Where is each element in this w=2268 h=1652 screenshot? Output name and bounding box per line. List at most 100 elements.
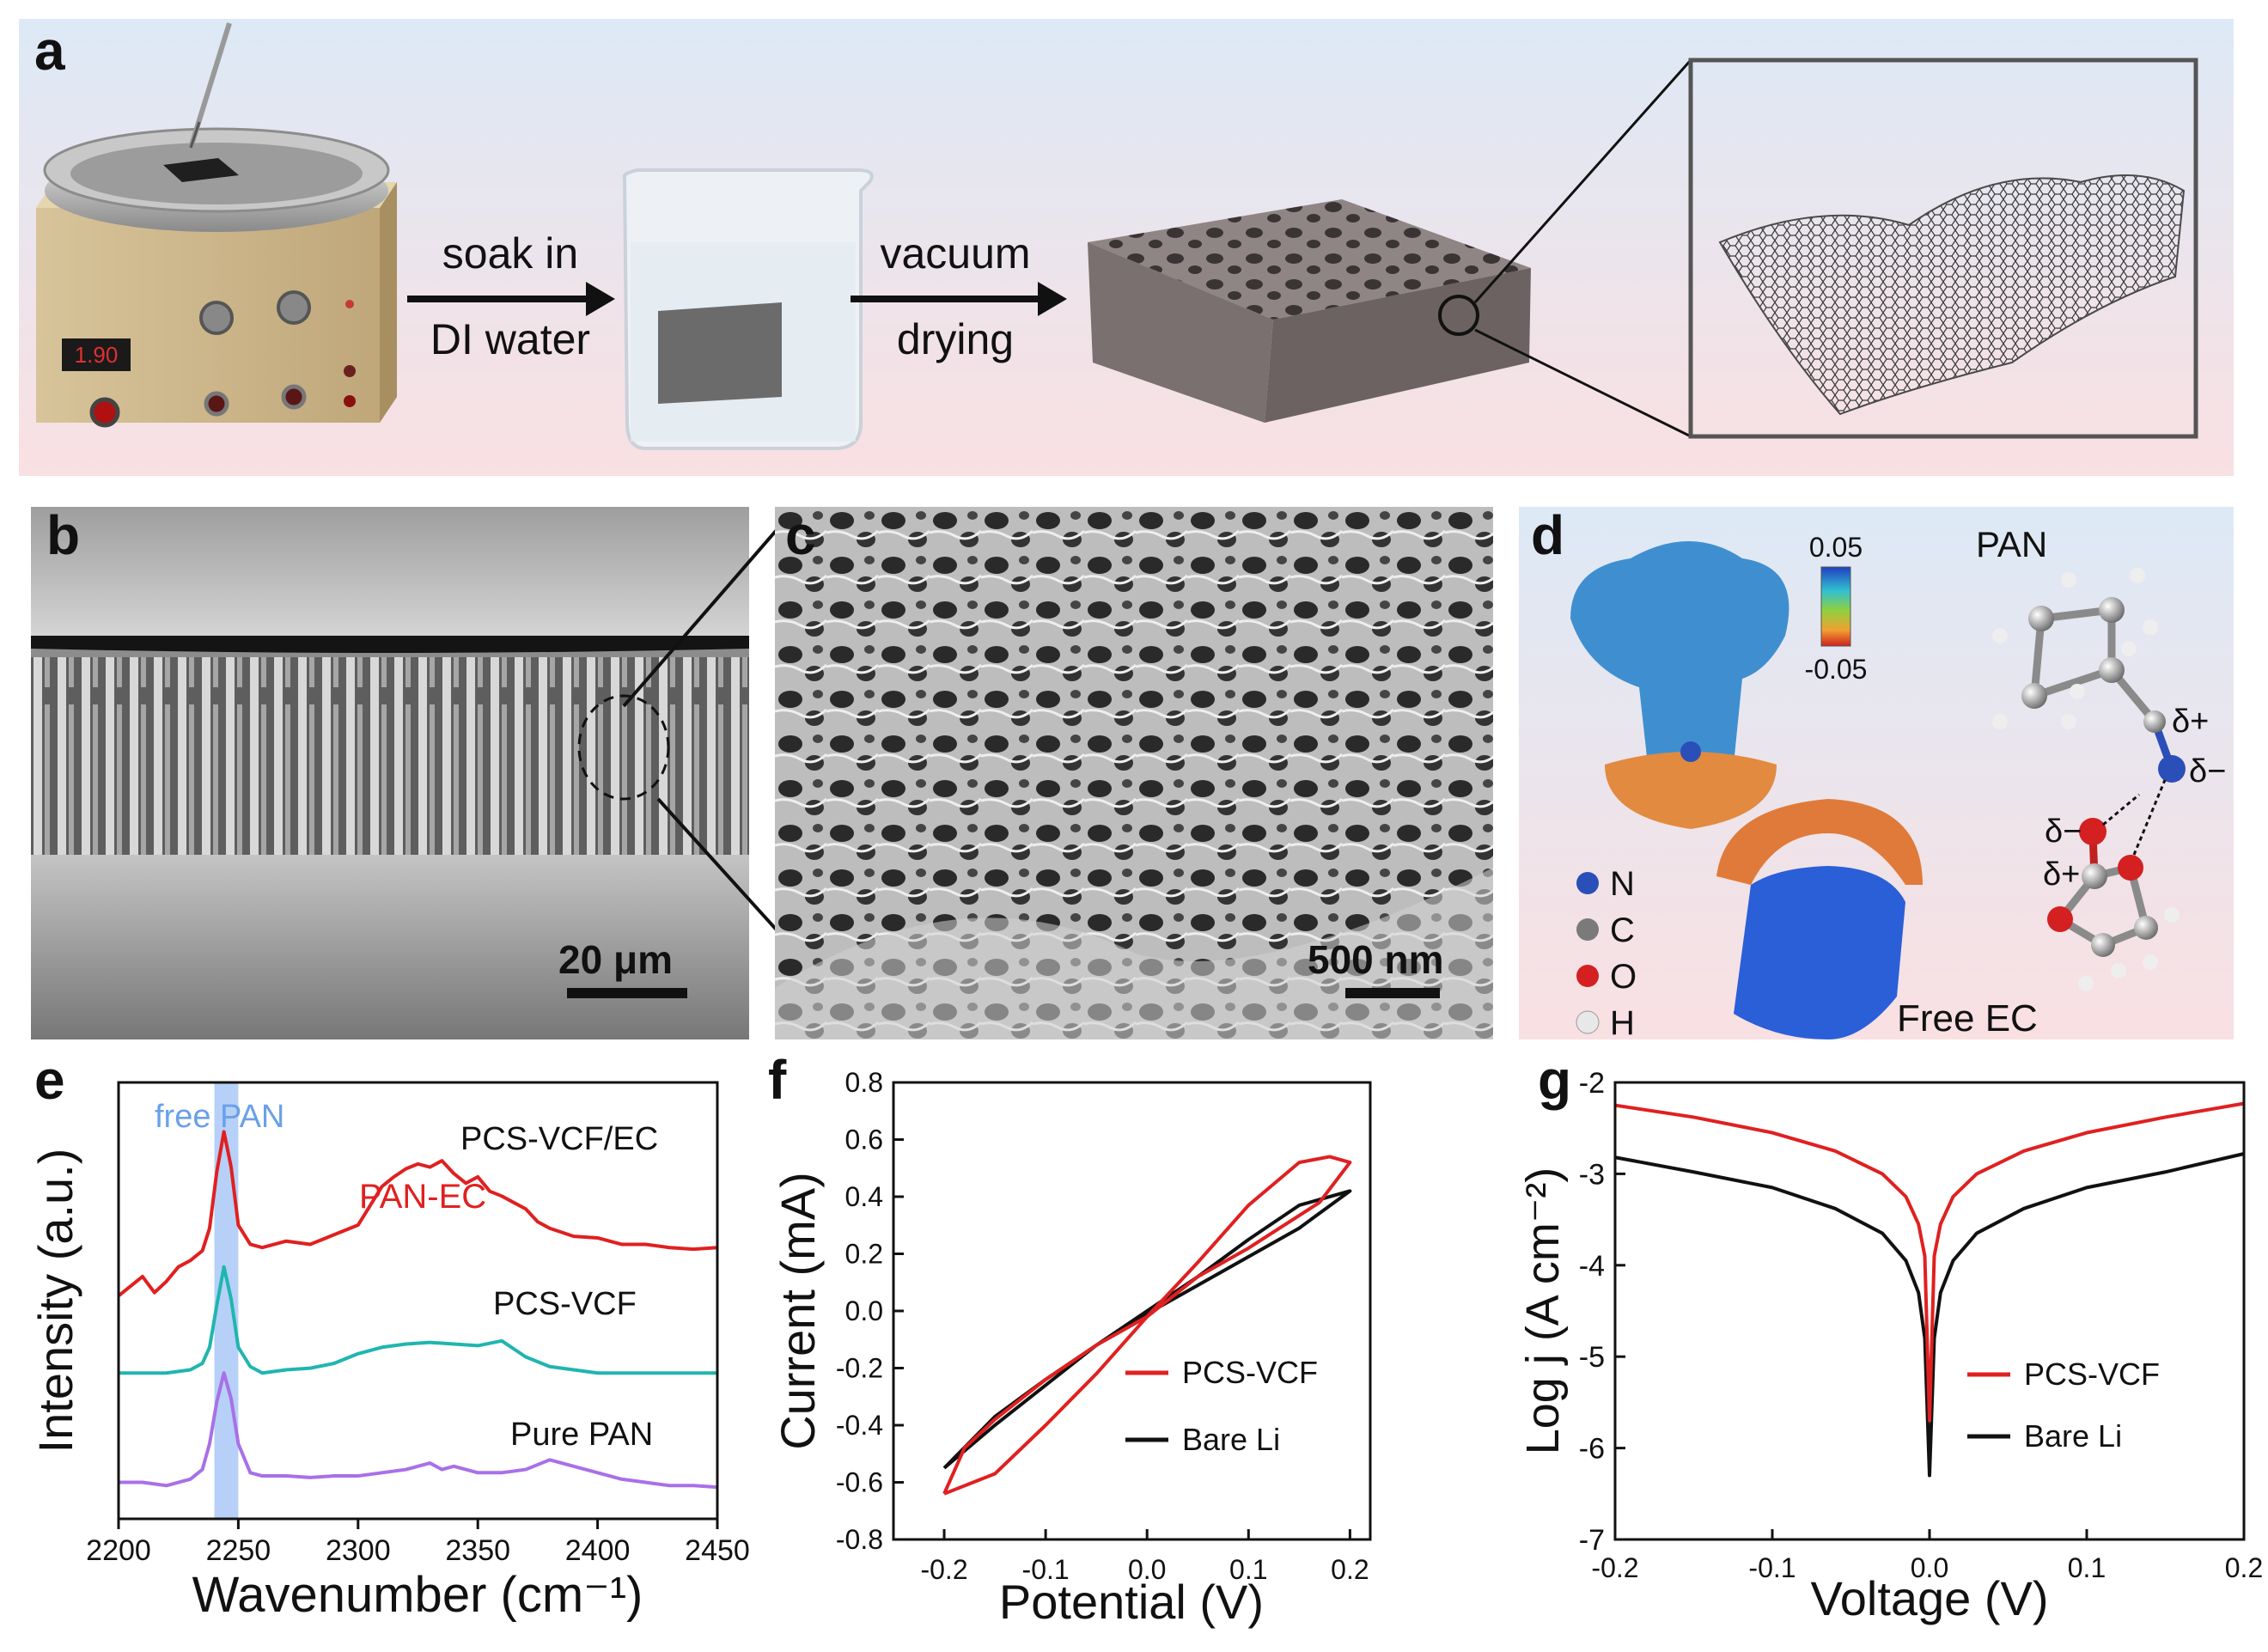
chart-f-ylabel: Current (mA) xyxy=(771,1172,825,1450)
beaker xyxy=(622,168,874,450)
colorbar-max: 0.05 xyxy=(1809,532,1863,563)
chart-f-xtick-label: -0.2 xyxy=(920,1554,967,1585)
chart-e-series-2 xyxy=(119,1265,717,1375)
sem-image-surface xyxy=(775,507,1493,1039)
chart-g-ytick-label: -7 xyxy=(1579,1524,1605,1557)
panel-c-label: c xyxy=(785,504,816,566)
chart-e-peak-label: PAN-EC xyxy=(359,1178,486,1216)
chart-f-series-1 xyxy=(942,1155,1352,1496)
chart-f-legend-label-1: PCS-VCF xyxy=(1182,1355,1318,1390)
legend-h-marker xyxy=(1576,1010,1600,1034)
chart-g-series-2 xyxy=(1614,1152,2245,1478)
chart-g-legend-label-1: PCS-VCF xyxy=(2024,1356,2160,1392)
panel-g-label: g xyxy=(1538,1049,1572,1111)
panel-b xyxy=(31,507,749,1039)
delta-plus-c: δ+ xyxy=(2043,856,2080,893)
chart-f-ytick-label: 0.2 xyxy=(845,1239,883,1270)
chart-g-xlabel: Voltage (V) xyxy=(1810,1571,2048,1625)
chart-f-ytick-label: 0.4 xyxy=(845,1181,883,1212)
pan-title: PAN xyxy=(1976,524,2047,564)
legend-o: O xyxy=(1610,958,1637,996)
zoom-line-bottom xyxy=(1474,328,1692,438)
panel-b-scale-bar xyxy=(567,988,687,998)
chart-e-xtick-label: 2250 xyxy=(206,1534,271,1567)
chart-e-series-3 xyxy=(119,1371,718,1490)
chart-f-ytick-label: 0.8 xyxy=(845,1067,883,1098)
chart-e-series-label-1: PCS-VCF/EC xyxy=(460,1121,658,1157)
chart-e-series-1 xyxy=(117,1130,718,1297)
panel-a-label: a xyxy=(34,20,65,82)
atom-legend: N C O H xyxy=(1576,865,1637,1042)
arrow-dry xyxy=(850,282,1067,316)
legend-h: H xyxy=(1610,1004,1635,1039)
chart-e-xtick-label: 2300 xyxy=(326,1534,391,1567)
sem-image-cross-section xyxy=(31,507,749,1039)
panel-d-graphic: 0.05 -0.05 PAN xyxy=(1519,507,2234,1042)
chart-g-ylabel: Log j (A cm⁻²) xyxy=(1521,1167,1569,1455)
chart-g-ytick-label: -5 xyxy=(1579,1341,1605,1374)
arrow-dry-label-1: vacuum xyxy=(880,229,1030,277)
arrow-soak-label-2: DI water xyxy=(430,315,590,363)
colorbar-min: -0.05 xyxy=(1805,654,1868,685)
legend-c: C xyxy=(1610,911,1635,949)
chart-g: -0.2 -0.1 0.0 0.1 0.2 -2 -3 -4 -5 -6 -7 PCS-VCF Ba… xyxy=(1521,1067,2263,1625)
panel-c-scale-bar-label: 500 nm xyxy=(1308,937,1444,982)
delta-minus-n: δ− xyxy=(2189,753,2226,789)
chart-f-xtick-label: 0.0 xyxy=(1128,1554,1166,1585)
panel-b-label: b xyxy=(46,504,81,566)
chart-f-xlabel: Potential (V) xyxy=(999,1575,1264,1629)
chart-f-frame xyxy=(892,1081,1372,1541)
chart-g-xtick-label: -0.2 xyxy=(1591,1552,1638,1583)
panel-c xyxy=(775,507,1493,1039)
chart-e-xtick-label: 2450 xyxy=(685,1534,750,1567)
chart-g-legend-label-2: Bare Li xyxy=(2024,1418,2122,1454)
panel-d-label: d xyxy=(1531,504,1565,566)
spin-coater-display: 1.90 xyxy=(75,342,119,368)
legend-o-marker xyxy=(1576,965,1599,987)
panel-a-graphic: 1.90 xyxy=(19,19,2234,476)
chart-e-series-label-2: PCS-VCF xyxy=(493,1286,637,1322)
free-ec-label: Free EC xyxy=(1897,997,2038,1039)
chart-g-ytick-label: -4 xyxy=(1579,1250,1605,1283)
zoom-box xyxy=(1688,58,2198,439)
chart-g-xtick-label: 0.2 xyxy=(2225,1552,2263,1583)
chart-f-xtick-label: 0.2 xyxy=(1331,1554,1369,1585)
chart-g-ytick-label: -6 xyxy=(1579,1433,1605,1466)
chart-g-ytick-label: -3 xyxy=(1579,1158,1605,1191)
chart-f-legend-label-2: Bare Li xyxy=(1182,1422,1280,1457)
graphene-sheet xyxy=(1718,174,2186,416)
chart-g-xtick-label: 0.1 xyxy=(2068,1552,2106,1583)
chart-f-ytick-label: -0.4 xyxy=(836,1410,883,1441)
chart-e-xtick-label: 2400 xyxy=(565,1534,631,1567)
spin-coater: 1.90 xyxy=(36,22,397,428)
chart-g-ytick-label: -2 xyxy=(1579,1067,1605,1100)
legend-c-marker xyxy=(1576,918,1599,941)
panel-a: 1.90 xyxy=(19,19,2234,476)
chart-g-xtick-label: -0.1 xyxy=(1748,1552,1796,1583)
chart-e-ylabel: Intensity (a.u.) xyxy=(28,1149,82,1454)
delta-minus-o: δ− xyxy=(2045,814,2082,850)
chart-f-ytick-label: 0.6 xyxy=(845,1125,883,1155)
chart-g-xtick-label: 0.0 xyxy=(1911,1552,1948,1583)
legend-n: N xyxy=(1610,865,1635,903)
chart-f-ytick-label: 0.0 xyxy=(845,1295,883,1326)
panel-e-label: e xyxy=(34,1049,65,1111)
chart-e-xtick-label: 2350 xyxy=(445,1534,510,1567)
panel-f-label: f xyxy=(768,1049,787,1111)
chart-f-ytick-label: -0.2 xyxy=(836,1353,883,1384)
chart-f-xtick-label: -0.1 xyxy=(1022,1554,1070,1585)
legend-n-marker xyxy=(1576,872,1599,894)
panel-b-scale-bar-label: 20 μm xyxy=(558,937,673,982)
chart-g-series-1 xyxy=(1614,1101,2245,1423)
zoom-line-top xyxy=(1473,59,1692,303)
chart-e-series-label-3: Pure PAN xyxy=(510,1417,653,1453)
chart-f: -0.2 -0.1 0.0 0.1 0.2 0.8 0.6 0.4 0.2 0.0 -0.2 -0.4… xyxy=(771,1067,1372,1629)
delta-plus-n: δ+ xyxy=(2172,704,2209,740)
chart-e-frame xyxy=(117,1081,719,1521)
chart-e-xtick-label: 2200 xyxy=(86,1534,151,1567)
panel-d: 0.05 -0.05 PAN xyxy=(1519,507,2234,1042)
chart-e: 2200 2250 2300 2350 2400 2450 free PAN PAN-EC… xyxy=(28,1081,750,1623)
chart-f-xtick-label: 0.1 xyxy=(1229,1554,1267,1585)
chart-f-ytick-label: -0.8 xyxy=(836,1524,883,1555)
